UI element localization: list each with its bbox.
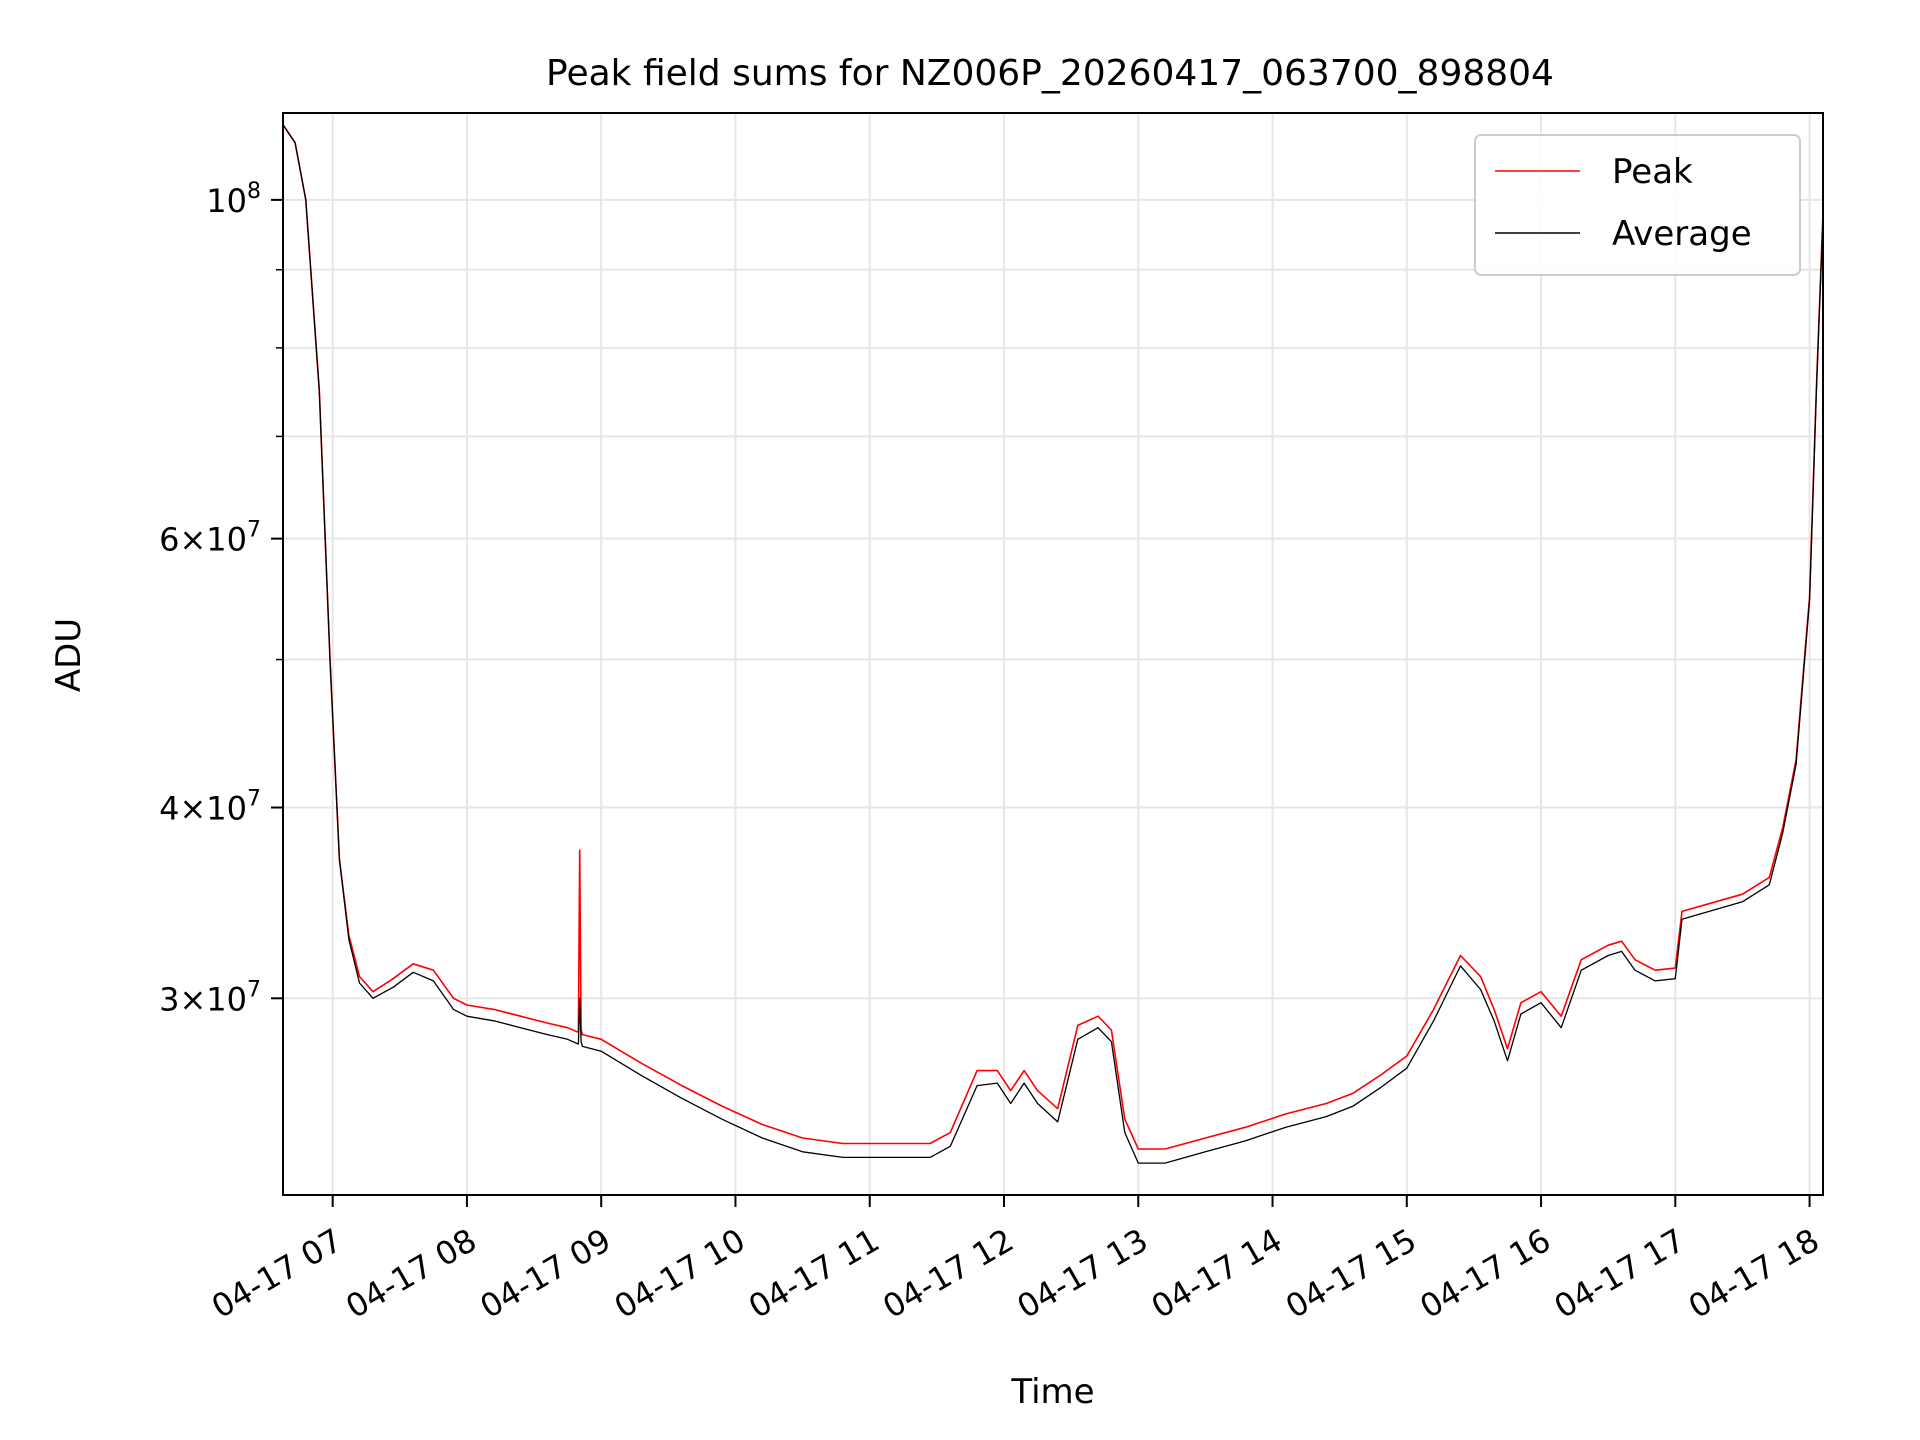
chart-title: Peak field sums for NZ006P_20260417_0637…	[546, 53, 1554, 94]
y-tick-label: 6×107	[159, 518, 261, 559]
series-line-peak	[282, 124, 1824, 1150]
legend-label-peak: Peak	[1612, 152, 1693, 192]
legend: Peak Average	[1474, 134, 1801, 276]
y-tick-label: 3×107	[159, 977, 261, 1018]
plot-frame	[282, 112, 1824, 1196]
y-tick-label: 4×107	[159, 787, 261, 828]
series-line-average	[282, 124, 1824, 1164]
legend-box	[1474, 134, 1801, 276]
x-axis-label: Time	[1010, 1372, 1094, 1412]
series-lines	[282, 124, 1824, 1164]
y-axis-label: ADU	[49, 618, 89, 692]
legend-label-average: Average	[1612, 214, 1752, 254]
